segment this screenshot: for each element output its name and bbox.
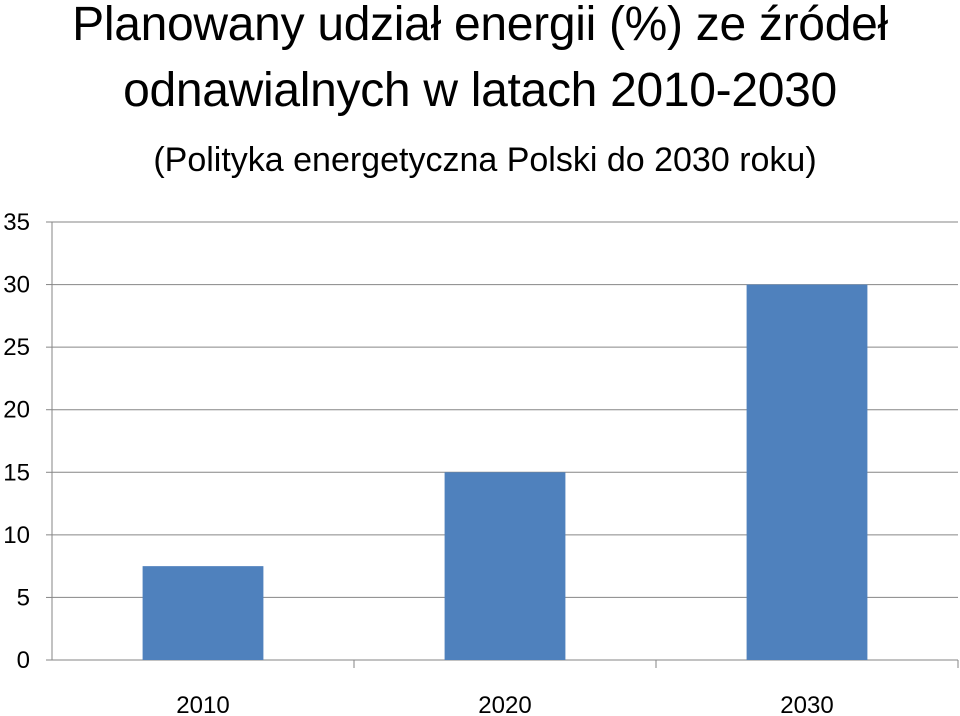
chart-title: Planowany udział energii (%) ze źródeł o… — [0, 0, 960, 124]
chart-subtitle: (Polityka energetyczna Polski do 2030 ro… — [153, 141, 817, 179]
y-tick-label: 25 — [3, 334, 30, 361]
chart-title-line1: Planowany udział energii (%) ze źródeł — [72, 0, 888, 51]
y-tick-label: 20 — [3, 397, 30, 424]
x-tick-label: 2010 — [176, 692, 229, 716]
x-tick-label: 2030 — [780, 692, 833, 716]
y-tick-label: 10 — [3, 522, 30, 549]
bar-2030 — [746, 284, 868, 660]
y-tick-label: 35 — [3, 209, 30, 236]
chart-title-line2: odnawialnych w latach 2010-2030 — [123, 64, 837, 117]
bar-2020 — [444, 472, 566, 660]
y-tick-label: 5 — [17, 584, 30, 611]
y-tick-label: 15 — [3, 459, 30, 486]
bar-2010 — [142, 566, 264, 660]
y-tick-label: 30 — [3, 272, 30, 299]
y-tick-label: 0 — [17, 647, 30, 674]
x-tick-label: 2020 — [478, 692, 531, 716]
